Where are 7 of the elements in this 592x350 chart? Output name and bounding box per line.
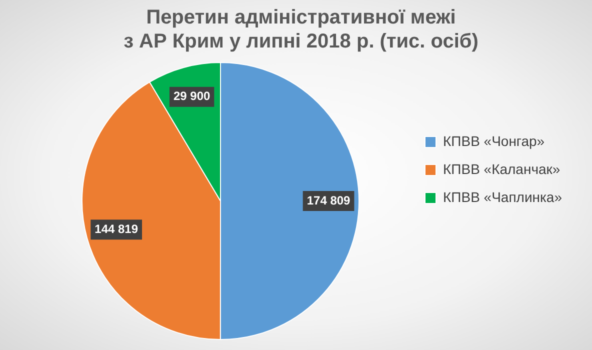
data-label: 29 900 (173, 89, 210, 104)
legend-label: КПВВ «Чонгар» (443, 132, 545, 149)
data-label: 174 809 (306, 193, 351, 208)
chart-title: Перетин адміністративної межі з АР Крим у липні 2018 р. (тис. осіб) (124, 6, 478, 53)
legend-label: КПВВ «Каланчак» (443, 160, 560, 177)
legend-label: КПВВ «Чаплинка» (443, 188, 562, 205)
data-label: 144 819 (94, 222, 138, 236)
